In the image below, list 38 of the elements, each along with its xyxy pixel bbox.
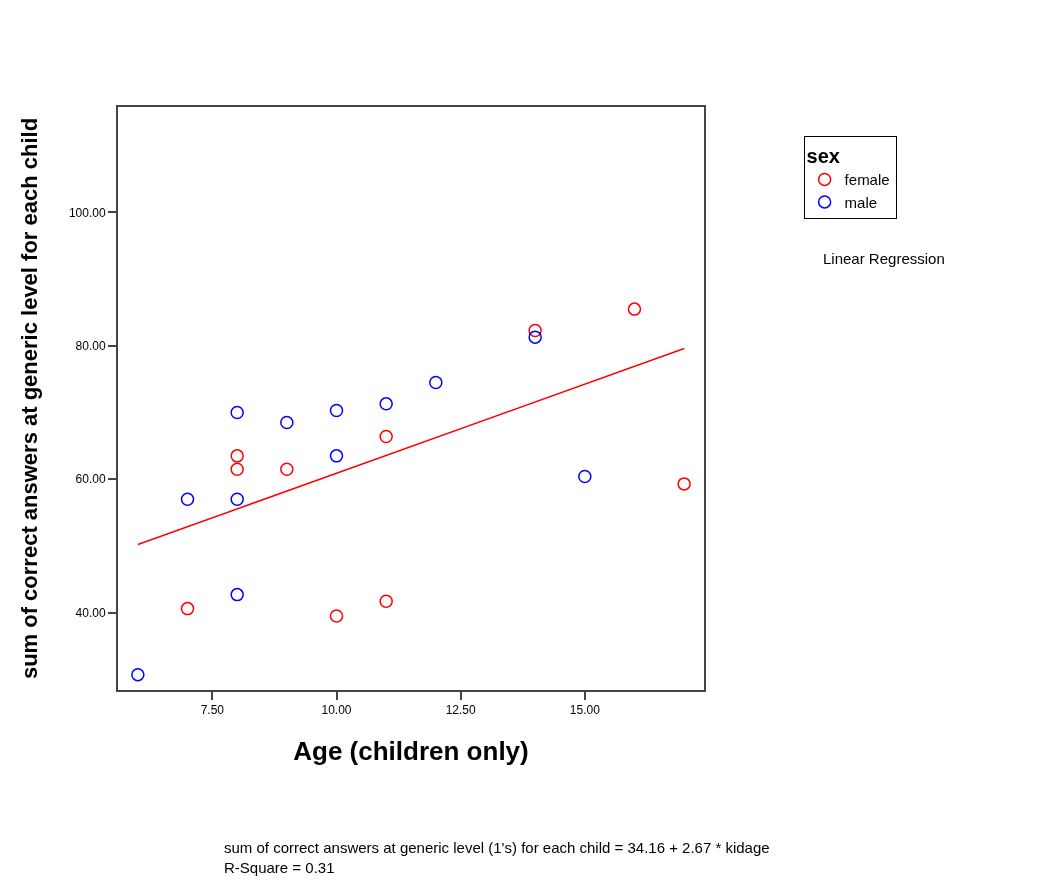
point <box>230 405 244 420</box>
point <box>230 492 244 506</box>
point <box>180 601 195 616</box>
point <box>230 587 244 602</box>
point <box>180 492 195 506</box>
point <box>280 415 294 430</box>
legend-title: sex <box>806 145 840 168</box>
point <box>429 375 443 390</box>
y-tick-label: 40.00 <box>75 605 106 620</box>
point <box>379 397 393 411</box>
x-axis-title: Age (children only) <box>293 735 529 766</box>
text: sum of correct answers at generic level (1's) for each child = 34.16 + 2.67 * kidage <box>224 839 770 856</box>
point <box>528 330 542 344</box>
point <box>280 462 294 476</box>
y-tick-label: 100.00 <box>68 205 106 220</box>
point <box>578 469 592 484</box>
point <box>379 594 393 609</box>
legend-label: male <box>844 193 878 211</box>
legend-label: female <box>844 171 890 189</box>
y-tick-label: 80.00 <box>75 339 106 353</box>
point <box>230 462 244 476</box>
point <box>677 477 691 491</box>
point <box>528 323 542 338</box>
text: R-Square = 0.31 <box>224 859 335 876</box>
point <box>379 429 393 444</box>
text: Linear Regression <box>823 250 945 267</box>
x-tick-label: 15.00 <box>569 703 601 718</box>
x-tick-label: 10.00 <box>321 703 352 718</box>
point <box>230 449 244 463</box>
point <box>329 403 344 418</box>
point <box>131 667 145 682</box>
point <box>329 609 344 623</box>
y-tick-label: 60.00 <box>75 472 106 487</box>
x-tick-label: 12.50 <box>445 703 476 718</box>
point <box>627 302 642 316</box>
point <box>329 449 344 463</box>
y-axis-title: sum of correct answers at generic level for each child <box>17 117 43 680</box>
x-tick-label: 7.50 <box>200 703 225 718</box>
